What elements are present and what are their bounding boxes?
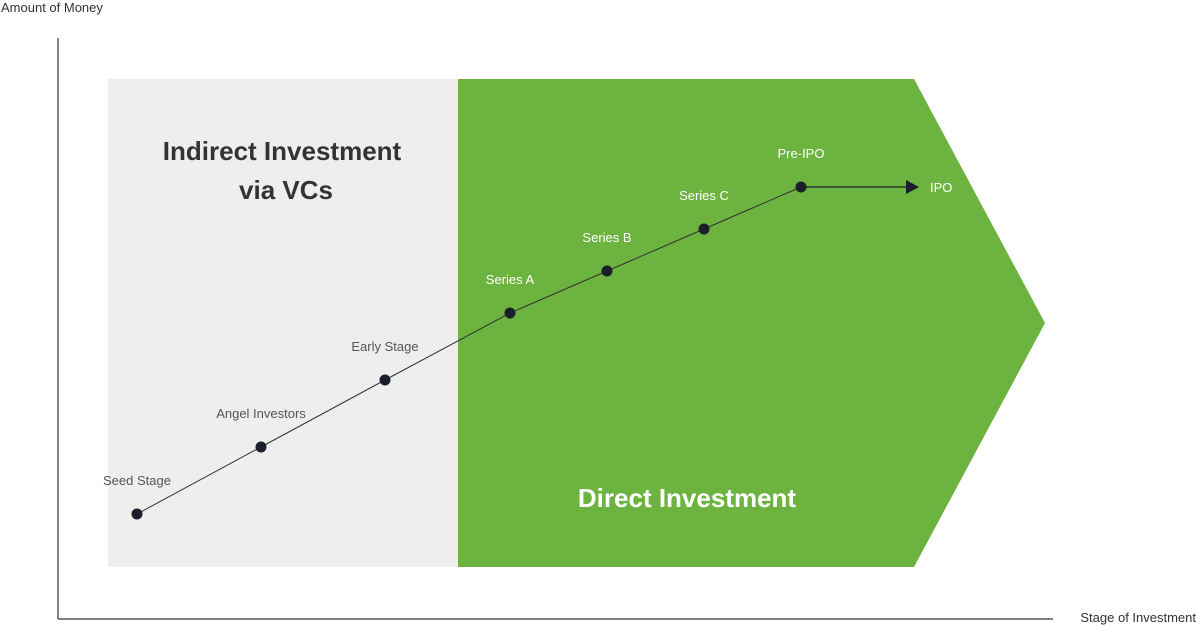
stage-label: Pre-IPO bbox=[778, 146, 825, 161]
stage-dot bbox=[795, 181, 807, 193]
stage-dot bbox=[504, 307, 516, 319]
x-axis-label: Stage of Investment bbox=[1080, 610, 1196, 625]
ipo-label: IPO bbox=[930, 180, 952, 195]
stage-label: Angel Investors bbox=[216, 406, 306, 421]
indirect-title-line1: Indirect Investment bbox=[163, 136, 402, 166]
stage-dot bbox=[379, 374, 391, 386]
stage-dot bbox=[255, 441, 267, 453]
stage-label: Early Stage bbox=[351, 339, 418, 354]
direct-region-arrow bbox=[458, 79, 1045, 567]
stage-dot bbox=[698, 223, 710, 235]
stage-label: Seed Stage bbox=[103, 473, 171, 488]
indirect-region bbox=[108, 79, 458, 567]
stage-label: Series B bbox=[582, 230, 631, 245]
indirect-title-line2: via VCs bbox=[239, 175, 333, 205]
stage-dot bbox=[601, 265, 613, 277]
stage-label: Series A bbox=[486, 272, 535, 287]
ipo-arrow-head-icon bbox=[906, 180, 919, 194]
stage-label: Series C bbox=[679, 188, 729, 203]
y-axis-label: Amount of Money bbox=[1, 0, 103, 15]
direct-title: Direct Investment bbox=[578, 483, 797, 513]
stage-dot bbox=[131, 508, 143, 520]
